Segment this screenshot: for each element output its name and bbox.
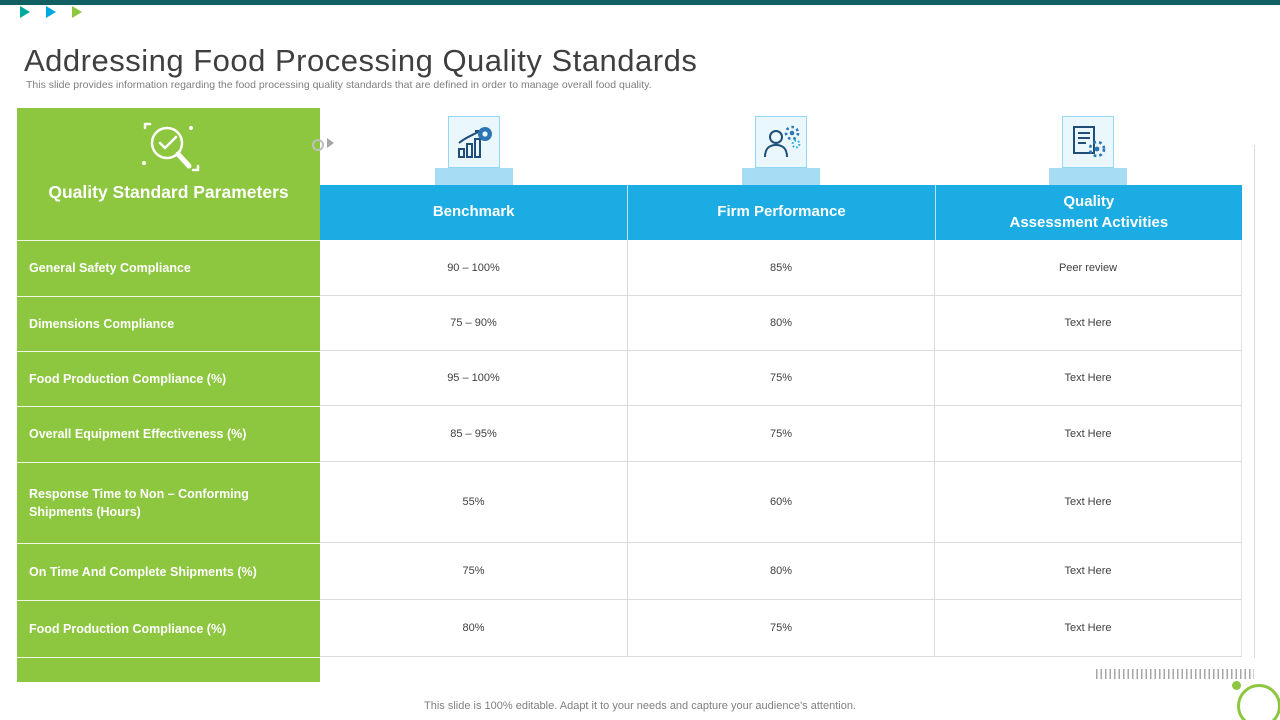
column-icons-row [320, 108, 1242, 185]
quality-assessment-cell: Text Here [934, 296, 1241, 350]
benchmark-cell: 95 – 100% [447, 372, 500, 384]
table-column-headers: Benchmark Firm Performance Quality Asses… [320, 185, 1242, 240]
benchmark-cell: 55% [462, 496, 485, 508]
quality-assessment-cell: Text Here [934, 600, 1241, 656]
parameters-column-footer [17, 657, 320, 682]
quality-assessment-cell: Text Here [934, 406, 1241, 461]
slide-subtitle: This slide provides information regardin… [26, 78, 652, 91]
parameter-label: General Safety Compliance [17, 240, 320, 296]
parameter-label: Food Production Compliance (%) [17, 600, 320, 657]
play-arrow-icon [20, 6, 30, 18]
parameter-label: Overall Equipment Effectiveness (%) [17, 406, 320, 462]
bullet-circle-icon [312, 139, 324, 151]
magnifier-check-icon [141, 122, 199, 172]
firm-performance-cell: 80% [627, 543, 934, 599]
quality-assessment-cell: Text Here [934, 462, 1241, 542]
benchmark-cell: 75% [462, 565, 485, 577]
parameters-header: Quality Standard Parameters [17, 108, 320, 240]
slide-footer-note: This slide is 100% editable. Adapt it to… [424, 700, 856, 712]
table-row: 90 – 100% 85% Peer review [320, 240, 1241, 296]
document-gear-icon [1062, 116, 1115, 168]
firm-performance-cell: 75% [627, 406, 934, 461]
slide-title: Addressing Food Processing Quality Stand… [24, 42, 698, 78]
firm-performance-cell: 75% [627, 600, 934, 656]
top-accent-bar [0, 0, 1280, 5]
small-arrow-icon [327, 138, 334, 148]
person-gears-icon [754, 116, 807, 168]
parameter-label: Dimensions Compliance [17, 296, 320, 351]
play-arrow-icon [46, 6, 56, 18]
parameters-header-label: Quality Standard Parameters [48, 182, 289, 202]
icon-tab [1049, 168, 1128, 185]
parameter-label: Food Production Compliance (%) [17, 351, 320, 406]
parameter-label: On Time And Complete Shipments (%) [17, 543, 320, 600]
firm-performance-icon-wrap [627, 108, 934, 185]
benchmark-cell: 75 – 90% [450, 317, 497, 329]
corner-circle-decoration [1237, 684, 1280, 720]
icon-tab [741, 168, 820, 185]
table-row: 80% 75% Text Here [320, 600, 1241, 657]
quality-assessment-cell: Text Here [934, 543, 1241, 599]
benchmark-cell: 80% [462, 622, 485, 634]
right-divider-line [1254, 145, 1255, 658]
benchmark-icon-wrap [320, 108, 627, 185]
table-row: 75% 80% Text Here [320, 543, 1241, 600]
benchmark-cell: 85 – 95% [450, 427, 497, 440]
corner-dot-decoration [1232, 681, 1241, 690]
table-body: 90 – 100% 85% Peer review 75 – 90% 80% T… [320, 240, 1242, 657]
table-row: 85 – 95% 75% Text Here [320, 406, 1241, 462]
column-header-firm-performance: Firm Performance [627, 185, 934, 240]
table-row: 75 – 90% 80% Text Here [320, 296, 1241, 351]
icon-tab [434, 168, 513, 185]
table-row: 55% 60% Text Here [320, 462, 1241, 543]
parameters-column: Quality Standard Parameters General Safe… [17, 108, 320, 682]
quality-assessment-icon-wrap [935, 108, 1242, 185]
play-arrow-icon [72, 6, 82, 18]
firm-performance-cell: 85% [627, 240, 934, 295]
quality-assessment-cell: Text Here [934, 351, 1241, 405]
firm-performance-cell: 60% [627, 462, 934, 542]
column-header-benchmark: Benchmark [432, 203, 515, 221]
quality-assessment-cell: Peer review [934, 240, 1241, 295]
column-header-quality-assessment: Quality Assessment Activities [934, 185, 1242, 240]
decorative-arrows [20, 6, 82, 18]
parameter-label: Response Time to Non – Conforming Shipme… [17, 462, 320, 543]
hatch-line-decoration [1096, 669, 1254, 679]
table-row: 95 – 100% 75% Text Here [320, 351, 1241, 406]
firm-performance-cell: 75% [627, 351, 934, 405]
benchmark-cell: 90 – 100% [447, 261, 500, 274]
bar-chart-trend-icon [447, 116, 500, 168]
firm-performance-cell: 80% [627, 296, 934, 350]
